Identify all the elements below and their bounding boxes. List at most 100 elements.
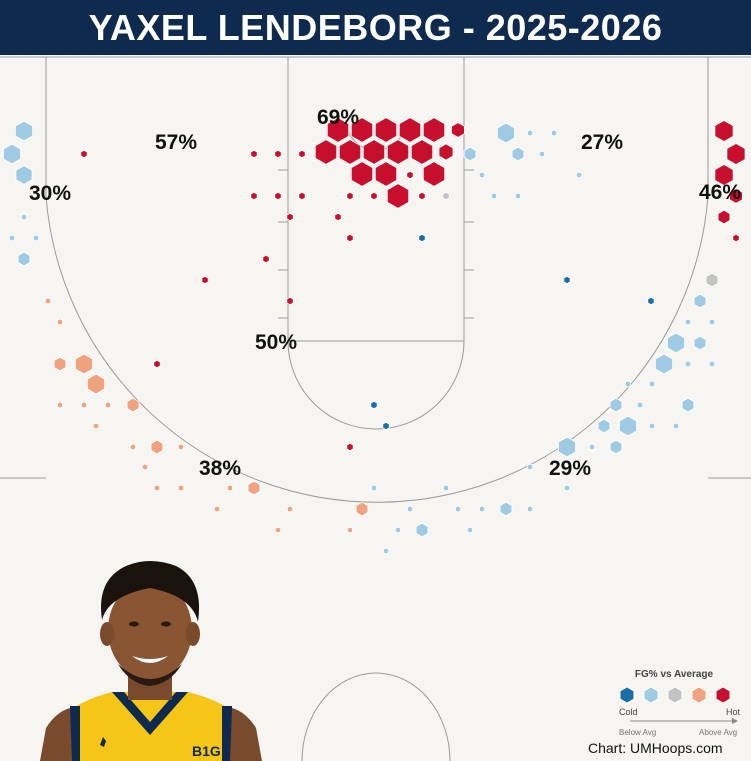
free-throw-circle (287, 340, 465, 430)
shot-hex (274, 191, 282, 201)
zone-label-right-wing: 29% (549, 457, 591, 480)
shot-hex (14, 120, 33, 142)
shot-hex (382, 547, 390, 555)
shot-hex (442, 191, 450, 201)
shot-hex (684, 360, 692, 368)
shot-hex (550, 129, 558, 137)
zone-label-left-wing: 38% (199, 457, 241, 480)
shot-hex (153, 359, 161, 369)
three-point-arc (45, 195, 709, 503)
shot-hex (588, 443, 596, 451)
shot-hex (563, 484, 571, 492)
shot-hex (17, 251, 31, 267)
center-circle (301, 672, 451, 761)
shot-hex (87, 373, 105, 395)
shot-hex (298, 191, 306, 201)
shot-hex (714, 164, 734, 186)
shot-hex (382, 421, 390, 431)
shot-hex (729, 188, 743, 204)
shot-hex (32, 234, 40, 242)
zone-label-right-mid: 27% (581, 131, 623, 154)
shot-hex (672, 422, 680, 430)
shot-hex (92, 422, 100, 430)
shot-hex (346, 526, 354, 534)
shot-hex (274, 149, 282, 159)
shot-hex (374, 161, 398, 187)
shot-hex (466, 526, 474, 534)
shot-hex (597, 418, 611, 434)
shot-hex (150, 439, 164, 455)
legend-swatches (619, 686, 731, 704)
left-arm (40, 708, 72, 761)
shot-hex (226, 484, 234, 492)
shot-hex (451, 122, 465, 138)
shot-hex (15, 165, 33, 185)
shot-hex (129, 443, 137, 451)
legend-above-label: Above Avg (699, 728, 738, 737)
shot-hex (350, 161, 374, 187)
zone-label-right-corner: 46% (699, 181, 741, 204)
shot-hex (526, 129, 534, 137)
shot-hex (693, 293, 707, 309)
shot-hex (3, 143, 22, 165)
shot-hex (655, 353, 673, 375)
jersey-collar (112, 692, 188, 735)
zone-label-paint: 69% (317, 106, 359, 129)
shot-hex (398, 117, 422, 143)
shot-hex (346, 442, 354, 452)
shot-hex (717, 209, 731, 225)
shot-hex (526, 505, 534, 513)
shot-hex (406, 505, 414, 513)
shot-hex (338, 139, 362, 165)
smile (132, 656, 168, 663)
shot-hex (56, 401, 64, 409)
legend-swatch-hot (715, 686, 731, 704)
eye (161, 621, 171, 627)
shot-hex (201, 275, 209, 285)
shot-hex (250, 149, 258, 159)
zone-label-free-throw: 50% (255, 331, 297, 354)
shot-hex (490, 192, 498, 200)
shot-hex (386, 139, 410, 165)
shot-hex (693, 335, 707, 351)
shot-hex (370, 400, 378, 410)
legend-swatch-warm (691, 686, 707, 704)
shot-hex (350, 117, 374, 143)
shot-hex (714, 120, 734, 142)
shot-hex (326, 117, 350, 143)
shot-hex (346, 191, 354, 201)
shot-hex (8, 234, 16, 242)
shot-hex (648, 380, 656, 388)
shot-hex (262, 254, 270, 264)
shot-hex (538, 150, 546, 158)
shot-hex (575, 171, 583, 179)
shot-hex (726, 143, 746, 165)
shot-hex (732, 233, 740, 243)
shot-hex (563, 275, 571, 285)
shot-hex (667, 332, 685, 354)
shot-hex (247, 480, 261, 496)
shot-hex (514, 192, 522, 200)
shot-hex (213, 505, 221, 513)
shot-hex (558, 436, 576, 458)
shot-hex (177, 443, 185, 451)
shot-hex (681, 397, 695, 413)
shot-hex (80, 149, 88, 159)
shot-hex (463, 146, 477, 162)
zone-labels: 69% 57% 27% 30% 46% 50% 38% 29% (29, 106, 741, 480)
right-arm (230, 708, 262, 761)
shot-hex (438, 143, 454, 161)
ear (186, 622, 200, 646)
shot-hex (298, 149, 306, 159)
legend-title: FG% vs Average (634, 669, 714, 680)
shot-hex (454, 505, 462, 513)
shot-hex (104, 401, 112, 409)
zone-label-left-corner: 30% (29, 182, 71, 205)
zone-label-left-mid: 57% (155, 131, 197, 154)
shot-hex (410, 139, 434, 165)
page-title: YAXEL LENDEBORG - 2025-2026 (0, 0, 751, 55)
shot-hex (314, 139, 338, 165)
shot-hex (609, 397, 623, 413)
shot-hex (478, 171, 486, 179)
